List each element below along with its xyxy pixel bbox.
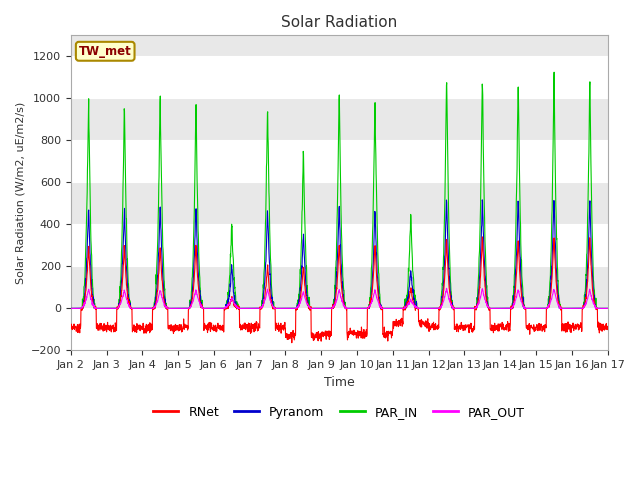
Bar [71,224,607,266]
Pyranom [366,299,374,304]
PAR_OUT [216,305,224,311]
PAR_OUT [443,286,451,291]
Line: Pyranom: Pyranom [71,200,607,308]
Line: PAR_OUT: PAR_OUT [71,288,607,308]
Pyranom [572,305,579,311]
Line: PAR_IN: PAR_IN [71,72,607,308]
Bar [71,56,607,98]
Pyranom [604,305,611,311]
Text: TW_met: TW_met [79,45,132,58]
Pyranom [355,305,362,311]
PAR_OUT [495,305,503,311]
Bar [71,266,607,308]
PAR_IN [216,305,224,311]
RNet [572,322,579,327]
RNet [479,234,486,240]
RNet [367,301,374,307]
Bar [71,98,607,140]
Pyranom [216,305,224,311]
PAR_IN [557,304,564,310]
Pyranom [67,305,75,311]
Line: RNet: RNet [71,237,607,343]
PAR_IN [572,305,579,311]
PAR_IN [366,297,374,303]
Pyranom [557,305,564,311]
RNet [557,306,564,312]
PAR_IN [495,305,503,311]
PAR_IN [550,69,558,75]
RNet [604,324,611,329]
PAR_IN [67,305,75,311]
Pyranom [495,305,503,311]
Pyranom [479,197,486,203]
Y-axis label: Solar Radiation (W/m2, uE/m2/s): Solar Radiation (W/m2, uE/m2/s) [15,102,25,284]
RNet [288,340,296,346]
PAR_OUT [604,305,611,311]
X-axis label: Time: Time [324,376,355,389]
Bar [71,308,607,350]
RNet [67,326,75,332]
RNet [216,323,224,328]
Legend: RNet, Pyranom, PAR_IN, PAR_OUT: RNet, Pyranom, PAR_IN, PAR_OUT [148,401,530,424]
Title: Solar Radiation: Solar Radiation [281,15,397,30]
PAR_OUT [557,305,564,311]
RNet [355,329,362,335]
PAR_OUT [355,305,362,311]
RNet [495,322,503,328]
PAR_OUT [67,305,75,311]
PAR_OUT [572,305,579,311]
Bar [71,182,607,224]
PAR_IN [355,305,362,311]
PAR_OUT [366,303,374,309]
Bar [71,140,607,182]
PAR_IN [604,305,611,311]
